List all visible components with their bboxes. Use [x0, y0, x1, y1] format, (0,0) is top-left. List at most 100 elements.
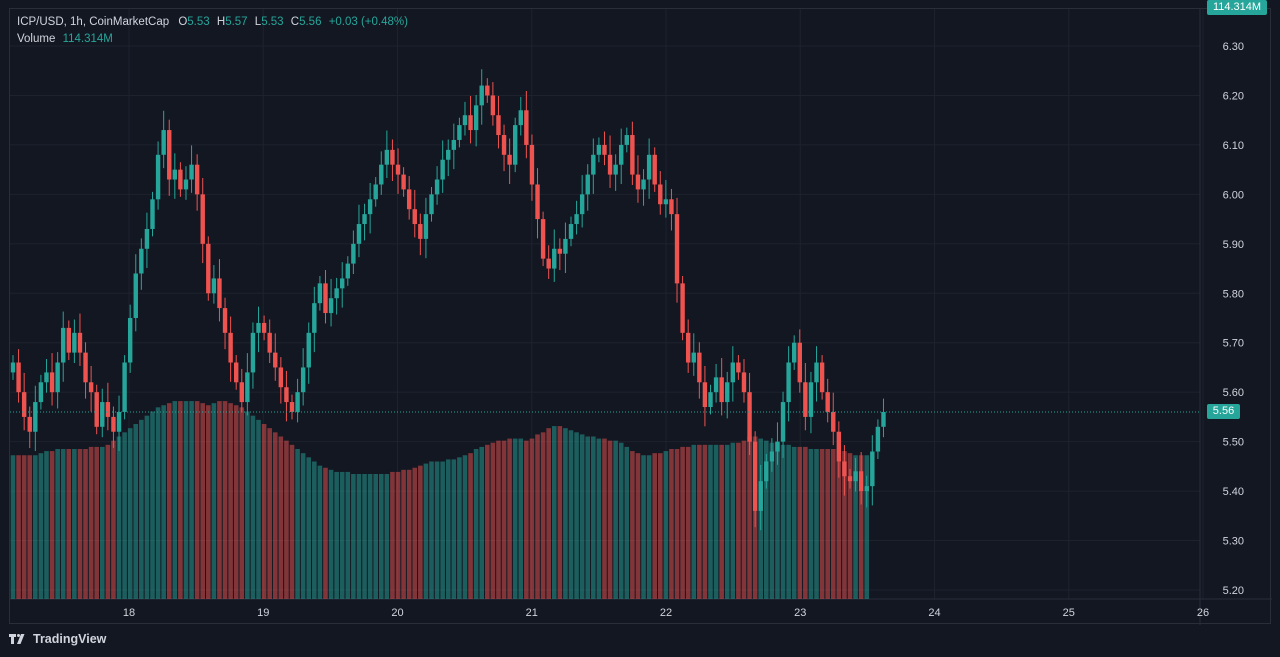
price-tick-label: 5.50	[1223, 437, 1244, 449]
volume-bar	[468, 453, 473, 599]
candle-body	[362, 214, 367, 225]
candle-body	[183, 179, 189, 190]
volume-bar	[178, 401, 183, 599]
candle-body	[858, 471, 864, 492]
volume-bar	[803, 446, 808, 599]
volume-bar	[72, 449, 77, 599]
price-tick-label: 6.10	[1223, 140, 1244, 152]
volume-bar	[116, 436, 122, 599]
volume-bar	[602, 438, 607, 599]
volume-bar	[272, 432, 278, 599]
low-label: L	[254, 16, 262, 28]
volume-bar	[663, 451, 669, 599]
volume-bar	[657, 453, 663, 599]
volume-bar	[507, 438, 512, 599]
volume-bar	[217, 401, 222, 599]
candle-body	[468, 115, 473, 131]
volume-bar	[88, 446, 94, 599]
time-tick-label: 26	[1197, 607, 1209, 619]
candle-body	[312, 303, 317, 333]
volume-label[interactable]: Volume	[17, 33, 56, 45]
candle-body	[328, 298, 334, 314]
candle-body	[245, 372, 250, 403]
volume-bar	[339, 471, 345, 599]
candle-body	[373, 184, 378, 200]
volume-bar	[540, 432, 546, 599]
volume-bar	[669, 449, 674, 599]
candle-body	[585, 174, 590, 195]
volume-bar	[730, 442, 736, 599]
price-tick-label: 5.70	[1223, 338, 1244, 350]
candle-body	[451, 139, 457, 150]
candle-body	[607, 154, 613, 175]
volume-bar	[55, 449, 60, 599]
candlestick-chart[interactable]: 6.30 6.20 6.10 6.00 5.90 5.80 5.70 5.60 5.50 5.40…	[10, 9, 1272, 625]
volume-bar	[496, 440, 501, 599]
candle-body	[239, 382, 244, 403]
candle-body	[172, 169, 178, 180]
volume-bar	[518, 438, 524, 599]
volume-bar	[685, 446, 691, 599]
volume-bar	[786, 444, 791, 599]
volume-bar	[345, 471, 351, 599]
candle-body	[702, 382, 708, 408]
volume-bar	[250, 415, 256, 599]
candle-body	[803, 382, 808, 417]
volume-bar	[66, 449, 72, 599]
candle-body	[831, 411, 836, 432]
candle-body	[814, 362, 819, 383]
candle-body	[83, 352, 88, 383]
candle-body	[384, 149, 390, 165]
volume-bar	[836, 449, 842, 599]
price-tick-label: 6.20	[1223, 90, 1244, 102]
volume-bar	[406, 469, 412, 599]
volume-bar	[239, 407, 245, 599]
candle-body	[769, 451, 775, 462]
price-tick-label: 5.40	[1223, 486, 1244, 498]
candle-body	[780, 402, 786, 442]
candle-body	[446, 149, 451, 160]
candle-body	[792, 342, 797, 363]
volume-bar	[362, 474, 367, 599]
candle-body	[669, 199, 674, 215]
volume-bar	[713, 444, 719, 599]
volume-bar	[150, 411, 155, 599]
volume-bar	[808, 449, 814, 599]
volume-bar	[284, 440, 289, 599]
volume-bar	[579, 434, 585, 599]
volume-bar	[351, 474, 356, 599]
candle-body	[685, 332, 691, 363]
volume-bar	[27, 455, 33, 599]
volume-value: 114.314M	[62, 33, 113, 45]
candle-body	[842, 461, 847, 477]
candle-body	[161, 130, 166, 155]
volume-bar	[94, 446, 99, 599]
open-label: O	[178, 16, 188, 28]
candle-body	[284, 387, 289, 403]
tradingview-branding[interactable]: TradingView	[9, 632, 106, 646]
tradingview-logo-icon	[9, 634, 25, 644]
volume-bar	[445, 459, 451, 599]
candle-body	[49, 372, 55, 393]
candle-body	[674, 214, 680, 284]
candle-body	[178, 169, 183, 190]
candle-body	[367, 199, 373, 215]
candle-body	[105, 402, 111, 417]
symbol-label[interactable]: ICP/USD, 1h, CoinMarketCap	[17, 16, 170, 28]
candle-body	[646, 154, 652, 180]
volume-bar	[691, 444, 697, 599]
candle-body	[741, 372, 747, 393]
candle-body	[881, 411, 886, 427]
volume-bar	[60, 449, 66, 599]
volume-bar	[652, 453, 657, 599]
candle-body	[155, 154, 161, 200]
candle-body	[635, 174, 641, 190]
candle-body	[619, 144, 624, 165]
candle-body	[579, 194, 585, 215]
candle-body	[602, 144, 607, 155]
candle-body	[250, 332, 256, 373]
time-tick-label: 23	[794, 607, 806, 619]
volume-bar	[646, 455, 652, 599]
candle-body	[473, 105, 479, 131]
candle-body	[72, 332, 77, 353]
